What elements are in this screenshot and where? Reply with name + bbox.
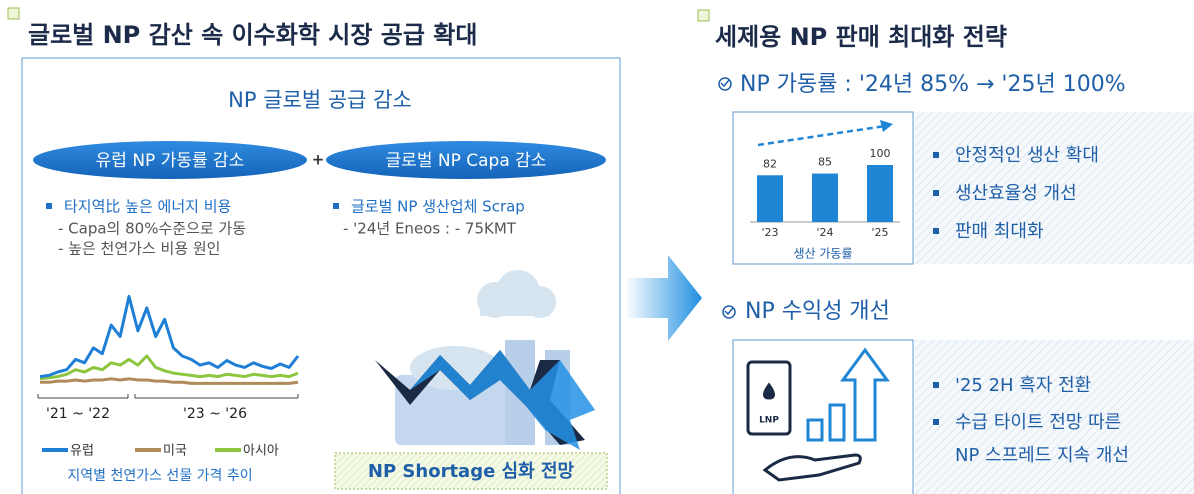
check-icon — [722, 305, 736, 319]
chart-caption: 생산 가동률 — [793, 247, 852, 261]
pill — [326, 141, 606, 179]
icon-label: LNP — [759, 416, 779, 426]
bullet-text: 안정적인 생산 확대 — [955, 145, 1099, 166]
bullet-text: 생산효율성 개선 — [955, 183, 1077, 204]
bar — [867, 165, 893, 222]
pill-text: 글로벌 NP Capa 감소 — [386, 151, 547, 171]
section-title: NP 수익성 개선 — [745, 299, 890, 324]
line-series — [39, 294, 300, 379]
bullet — [46, 203, 52, 209]
icon-box — [732, 339, 914, 494]
legend-label: 유럽 — [70, 444, 94, 459]
value-label: 82 — [763, 157, 777, 170]
panel-title: NP 글로벌 공급 감소 — [228, 88, 412, 112]
panel — [21, 57, 621, 494]
legend-label: 아시아 — [243, 444, 279, 459]
pill — [33, 141, 307, 179]
bullet — [933, 228, 939, 234]
icon — [697, 9, 710, 22]
period-label: '21 ~ '22 — [46, 406, 110, 422]
trend-arrow — [757, 124, 886, 147]
sub-text: - '24년 Eneos : - 75KMT — [343, 220, 517, 238]
bullet-text: 판매 최대화 — [955, 221, 1044, 242]
plus: + — [312, 151, 325, 169]
title: 글로벌 NP 감산 속 이수화학 시장 공급 확대 — [28, 21, 477, 49]
bar — [812, 173, 838, 222]
bullet-text: '25 2H 흑자 전환 — [955, 375, 1091, 396]
bullet-text: 글로벌 NP 생산업체 Scrap — [351, 198, 525, 216]
bar — [757, 175, 783, 222]
period-label: '23 ~ '26 — [183, 406, 247, 422]
value-label: 100 — [870, 147, 891, 160]
value-label: 85 — [818, 156, 832, 169]
bullet-text: NP 스프레드 지속 개선 — [955, 445, 1129, 466]
sub-text: - Capa의 80%수준으로 가동 — [58, 220, 246, 238]
check-icon — [718, 77, 732, 91]
sub-text: - 높은 천연가스 비용 원인 — [58, 240, 221, 258]
x-tick-label: '23 — [761, 226, 778, 239]
bullet — [333, 203, 339, 209]
bullet-panel — [915, 340, 1194, 494]
bullet — [933, 382, 939, 388]
bullet-text: 수급 타이트 전망 따른 — [955, 412, 1121, 433]
section-title: NP 가동률 : '24년 85% → '25년 100% — [740, 72, 1126, 97]
trend-arrow — [880, 120, 893, 132]
arrow — [625, 255, 702, 341]
shortage-text: NP Shortage 심화 전망 — [368, 461, 575, 482]
pill-text: 유럽 NP 가동률 감소 — [96, 151, 245, 171]
chart-caption: 지역별 천연가스 선물 가격 추이 — [67, 468, 252, 484]
line-series — [40, 377, 299, 385]
factory-illustration — [375, 270, 595, 450]
lnp-icon — [746, 347, 890, 482]
bullet — [933, 152, 939, 158]
x-tick-label: '25 — [871, 226, 888, 239]
shortage-box — [334, 452, 608, 490]
bullet-panel — [915, 112, 1194, 264]
title: 세제용 NP 판매 최대화 전략 — [715, 23, 1007, 51]
line-series — [39, 354, 299, 381]
legend-label: 미국 — [163, 444, 187, 459]
bullet — [933, 419, 939, 425]
x-tick-label: '24 — [816, 226, 833, 239]
icon — [7, 7, 20, 20]
bullet-text: 타지역比 높은 에너지 비용 — [64, 198, 231, 216]
bullet — [933, 190, 939, 196]
